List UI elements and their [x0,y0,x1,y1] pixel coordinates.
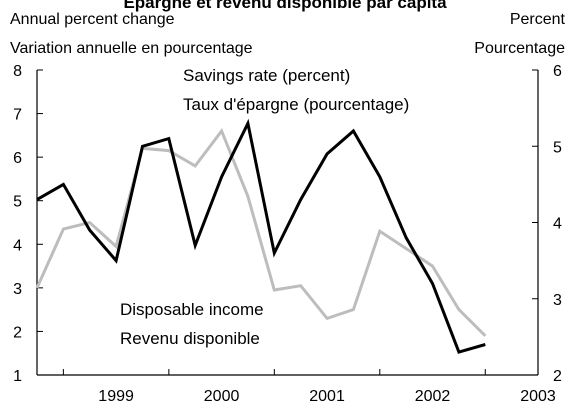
savings-rate-label-fr: Taux d'épargne (pourcentage) [183,95,409,114]
right-tick-label: 2 [553,368,562,385]
tick-labels: 8 7 6 5 4 3 2 1 6 5 4 3 2 1999 2000 2001 2002 2003 [13,63,562,405]
savings-rate-label-en: Savings rate (percent) [183,66,350,85]
right-tick-label: 5 [553,139,562,156]
x-tick-label: 1999 [98,388,134,405]
right-axis-label-fr: Pourcentage [474,40,565,57]
left-tick-label: 1 [13,368,22,385]
right-axis-label-en: Percent [510,11,566,28]
right-tick-label: 3 [553,292,562,309]
axes [36,69,539,376]
left-tick-label: 6 [13,150,22,167]
left-axis-label-en: Annual percent change [10,11,175,28]
x-tick-label: 2000 [204,388,240,405]
disposable-income-label-en: Disposable income [120,300,264,319]
left-tick-label: 7 [13,107,22,124]
disposable-income-label-fr: Revenu disponible [120,329,260,348]
x-tick-label: 2001 [309,388,345,405]
x-tick-label: 2003 [520,388,556,405]
right-tick-label: 4 [553,216,562,233]
chart-title: Épargne et revenu disponible par capita [123,0,447,12]
left-tick-label: 3 [13,281,22,298]
left-tick-label: 4 [13,237,22,254]
series-lines [35,118,487,354]
left-tick-label: 2 [13,324,22,341]
disposable-income-line [35,127,487,337]
left-axis-label-fr: Variation annuelle en pourcentage [10,40,253,57]
x-tick-label: 2002 [415,388,451,405]
right-tick-label: 6 [553,63,562,80]
left-tick-label: 8 [13,63,22,80]
left-tick-label: 5 [13,194,22,211]
savings-rate-line [36,118,486,354]
